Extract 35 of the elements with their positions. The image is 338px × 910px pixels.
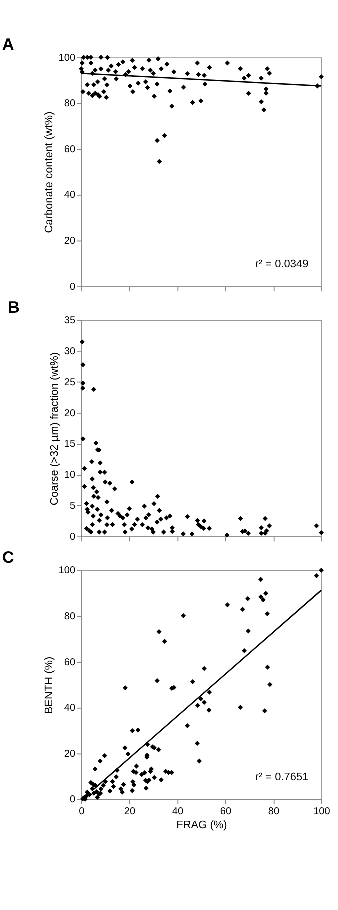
- x-tick-label: 20: [124, 806, 136, 818]
- y-axis-title: Carbonate content (wt%): [43, 112, 56, 234]
- y-tick-label: 20: [64, 748, 76, 760]
- chart-title: B: [8, 299, 20, 318]
- y-axis-title: BENTH (%): [43, 656, 56, 714]
- y-tick-label: 80: [64, 98, 76, 110]
- y-tick-label: 80: [64, 612, 76, 623]
- x-tick-label: 100: [314, 806, 331, 818]
- y-tick-label: 60: [64, 657, 76, 668]
- y-tick-label: 20: [64, 236, 76, 247]
- annotation: r² = 0.0349: [255, 258, 309, 270]
- y-tick-label: 20: [64, 408, 76, 420]
- y-tick-label: 10: [64, 470, 76, 482]
- chart-title: C: [2, 549, 14, 568]
- chart-title: A: [2, 36, 14, 54]
- y-tick-label: 0: [70, 794, 76, 806]
- x-tick-label: 0: [79, 806, 86, 818]
- y-tick-label: 40: [64, 190, 76, 202]
- x-axis-title: FRAG (%): [176, 819, 228, 832]
- y-tick-label: 0: [70, 532, 76, 543]
- y-tick-label: 30: [64, 346, 76, 358]
- y-tick-label: 100: [58, 566, 76, 577]
- y-tick-label: 100: [58, 52, 76, 64]
- x-tick-label: 60: [220, 806, 232, 818]
- y-axis-title: Coarse (>32 µm) fraction (wt%): [48, 352, 61, 506]
- y-tick-label: 15: [64, 439, 76, 450]
- annotation: r² = 0.7651: [255, 771, 309, 784]
- y-tick-label: 40: [64, 703, 76, 714]
- y-tick-label: 0: [70, 282, 76, 293]
- y-tick-label: 35: [64, 316, 76, 327]
- y-tick-label: 60: [64, 144, 76, 156]
- x-tick-label: 40: [172, 806, 184, 818]
- y-tick-label: 25: [64, 377, 76, 388]
- x-tick-label: 80: [268, 806, 280, 818]
- y-tick-label: 5: [70, 500, 76, 512]
